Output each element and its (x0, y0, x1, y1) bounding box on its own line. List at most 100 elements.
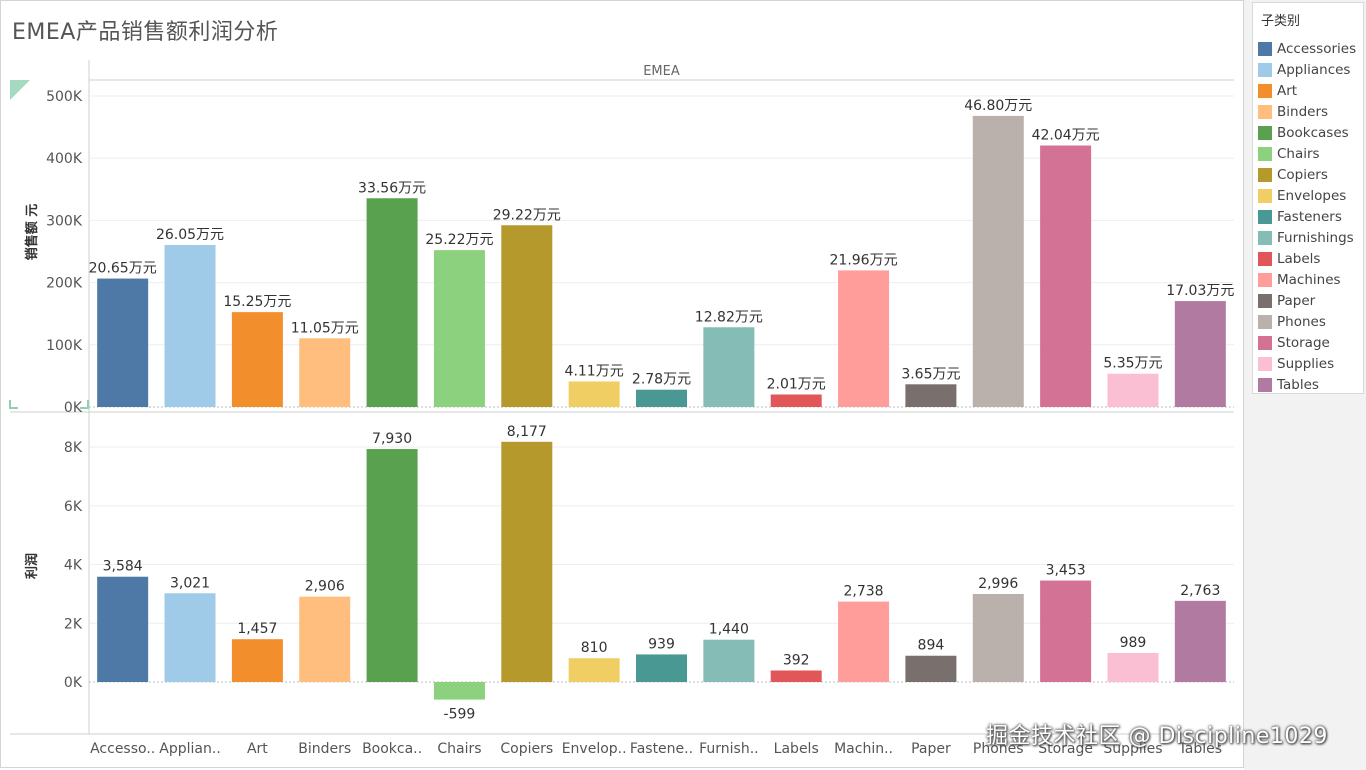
legend-swatch (1258, 105, 1272, 119)
y-tick-label: 300K (46, 213, 83, 229)
chart-title: EMEA产品销售额利润分析 (12, 20, 279, 45)
legend-swatch (1258, 147, 1272, 161)
legend-item[interactable]: Bookcases (1258, 123, 1349, 143)
bar (770, 394, 822, 407)
legend-label: Appliances (1277, 62, 1351, 78)
data-label: 939 (648, 636, 675, 652)
bar (366, 198, 418, 407)
data-label: 3,584 (103, 559, 143, 575)
bar (1174, 301, 1226, 407)
legend-item[interactable]: Accessories (1258, 39, 1356, 59)
legend-item[interactable]: Phones (1258, 312, 1326, 332)
y-axis-title: 利润 (24, 553, 40, 579)
data-label: 42.04万元 (1032, 128, 1100, 144)
legend-title: 子类别 (1261, 14, 1301, 29)
x-tick-label: Phones (973, 741, 1024, 757)
data-label: 17.03万元 (1166, 283, 1234, 299)
data-label: 2,906 (305, 579, 345, 595)
x-tick-label: Applian.. (159, 741, 220, 757)
legend-swatch (1258, 42, 1272, 56)
y-tick-label: 500K (46, 89, 83, 105)
data-label: 810 (581, 640, 608, 656)
legend-item[interactable]: Furnishings (1258, 228, 1354, 248)
data-label: 894 (918, 638, 945, 654)
bar (501, 225, 553, 407)
data-label: 46.80万元 (964, 98, 1032, 114)
data-label: 1,440 (709, 622, 749, 638)
legend-item[interactable]: Fasteners (1258, 207, 1342, 227)
legend-label: Storage (1277, 335, 1330, 351)
data-label: 1,457 (237, 621, 277, 637)
x-tick-label: Tables (1178, 741, 1223, 757)
bar (972, 593, 1024, 682)
x-tick-label: Art (247, 741, 268, 757)
bar (299, 338, 351, 407)
legend-item[interactable]: Binders (1258, 102, 1328, 122)
legend-label: Envelopes (1277, 188, 1347, 204)
bar (1040, 145, 1092, 407)
legend-item[interactable]: Storage (1258, 333, 1330, 353)
bar (164, 593, 216, 682)
bar (770, 670, 822, 682)
data-label: 33.56万元 (358, 180, 426, 196)
data-label: 2,996 (978, 576, 1018, 592)
y-tick-label: 100K (46, 338, 83, 354)
legend-label: Furnishings (1277, 230, 1354, 246)
data-label: 20.65万元 (89, 261, 157, 277)
watermark: 掘金技术社区 @ Discipline1029 (986, 724, 1328, 749)
legend-swatch (1258, 273, 1272, 287)
bar (568, 381, 620, 407)
data-label: 11.05万元 (291, 320, 359, 336)
bar (636, 389, 687, 407)
legend-label: Paper (1277, 293, 1316, 309)
x-tick-label: Accesso.. (90, 741, 155, 757)
bar (366, 449, 418, 682)
legend-swatch (1258, 315, 1272, 329)
legend-item[interactable]: Paper (1258, 291, 1315, 311)
data-label: 2.78万元 (632, 372, 691, 388)
legend-swatch (1258, 210, 1272, 224)
legend-swatch (1258, 252, 1272, 266)
bar (905, 655, 957, 682)
data-label: 989 (1120, 635, 1147, 651)
data-label: 2.01万元 (767, 376, 826, 392)
data-label: 25.22万元 (425, 232, 493, 248)
data-label: 29.22万元 (493, 207, 561, 223)
legend-label: Chairs (1277, 146, 1320, 162)
bar (164, 244, 216, 407)
x-tick-label: Paper (911, 741, 951, 757)
y-tick-label: 8K (64, 440, 83, 456)
bar (703, 639, 755, 682)
legend-swatch (1258, 189, 1272, 203)
legend-swatch (1258, 294, 1272, 308)
legend-item[interactable]: Supplies (1258, 354, 1334, 374)
legend-label: Bookcases (1277, 125, 1349, 141)
y-tick-label: 0K (64, 400, 83, 416)
legend-item[interactable]: Chairs (1258, 144, 1320, 164)
x-tick-label: Machin.. (834, 741, 893, 757)
x-tick-label: Binders (298, 741, 351, 757)
legend-item[interactable]: Copiers (1258, 165, 1328, 185)
legend-label: Copiers (1277, 167, 1328, 183)
legend-label: Art (1277, 83, 1298, 99)
legend-swatch (1258, 231, 1272, 245)
legend-item[interactable]: Machines (1258, 270, 1341, 290)
selection-corner-marker (80, 400, 89, 409)
legend-swatch (1258, 126, 1272, 140)
bar-chart: EMEA 0K 100K 200K 300K 400K 500K 销售额 元 20.65万元 26… (9, 60, 1234, 757)
x-tick-label: Copiers (500, 741, 553, 757)
legend-item[interactable]: Tables (1258, 375, 1319, 395)
bar (501, 441, 553, 682)
legend-item[interactable]: Envelopes (1258, 186, 1346, 206)
legend-item[interactable]: Appliances (1258, 60, 1350, 80)
data-label: 2,763 (1180, 583, 1220, 599)
data-label: 26.05万元 (156, 227, 224, 243)
legend-item[interactable]: Labels (1258, 249, 1320, 269)
legend-label: Accessories (1277, 41, 1357, 57)
legend-item[interactable]: Art (1258, 81, 1297, 101)
legend-swatch (1258, 336, 1272, 350)
legend-label: Labels (1277, 251, 1321, 267)
x-tick-label: Supplies (1103, 741, 1162, 757)
legend-label: Tables (1277, 377, 1319, 393)
y-axis-title: 销售额 元 (24, 204, 40, 261)
